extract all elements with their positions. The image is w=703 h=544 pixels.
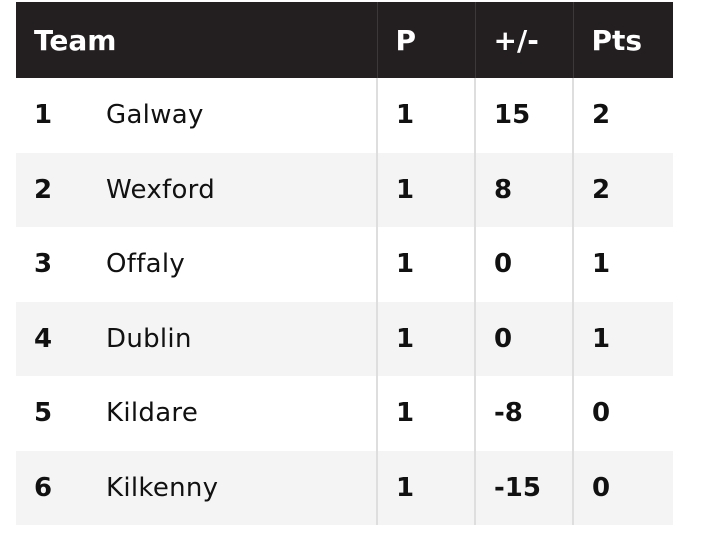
stat-cell: -8	[474, 376, 573, 451]
team-cell: 5 Kildare	[16, 376, 377, 451]
header-row: Team P +/- Pts	[16, 2, 673, 78]
team-cell: 1 Galway	[16, 78, 377, 153]
table-row: 2 Wexford 1 8 2	[16, 152, 673, 227]
header-cell: Team	[16, 2, 377, 78]
stat-cell: 2	[572, 78, 673, 153]
stat-cell: 1	[376, 301, 475, 376]
table-header: Team P +/- Pts	[16, 2, 673, 78]
stat-cell: 15	[474, 78, 573, 153]
team-cell: 3 Offaly	[16, 227, 377, 302]
rank: 5	[34, 398, 53, 429]
team-name: Offaly	[106, 249, 186, 280]
stat-cell: 1	[572, 227, 673, 302]
header-cell: +/-	[474, 2, 573, 78]
rank: 2	[34, 174, 53, 205]
team-name: Kildare	[106, 398, 199, 429]
stat-cell: 1	[376, 78, 475, 153]
team-name: Dublin	[106, 323, 192, 354]
standings-table: Team P +/- Pts 1 Galway 1 15 2 2 Wexford 1 8 2 3 Of…	[16, 2, 673, 525]
rank: 6	[34, 472, 53, 503]
table-row: 3 Offaly 1 0 1	[16, 227, 673, 302]
stat-cell: 0	[572, 450, 673, 525]
team-name: Wexford	[106, 174, 216, 205]
team-name: Kilkenny	[106, 472, 219, 503]
team-cell: 2 Wexford	[16, 152, 377, 227]
team-cell: 4 Dublin	[16, 301, 377, 376]
header-cell: Pts	[572, 2, 673, 78]
stat-cell: 0	[572, 376, 673, 451]
stat-cell: -15	[474, 450, 573, 525]
stat-cell: 0	[474, 301, 573, 376]
rank: 1	[34, 100, 53, 131]
table-row: 5 Kildare 1 -8 0	[16, 376, 673, 451]
team-cell: 6 Kilkenny	[16, 450, 377, 525]
table-body: 1 Galway 1 15 2 2 Wexford 1 8 2 3 Offaly 1 0 1 4 Dublin 1…	[16, 78, 673, 525]
stat-cell: 1	[376, 227, 475, 302]
stat-cell: 8	[474, 152, 573, 227]
team-name: Galway	[106, 100, 204, 131]
table-row: 6 Kilkenny 1 -15 0	[16, 450, 673, 525]
table-row: 4 Dublin 1 0 1	[16, 301, 673, 376]
table-row: 1 Galway 1 15 2	[16, 78, 673, 153]
header-cell: P	[376, 2, 475, 78]
rank: 4	[34, 323, 53, 354]
stat-cell: 0	[474, 227, 573, 302]
rank: 3	[34, 249, 53, 280]
stat-cell: 2	[572, 152, 673, 227]
stat-cell: 1	[572, 301, 673, 376]
stat-cell: 1	[376, 376, 475, 451]
stat-cell: 1	[376, 450, 475, 525]
stat-cell: 1	[376, 152, 475, 227]
